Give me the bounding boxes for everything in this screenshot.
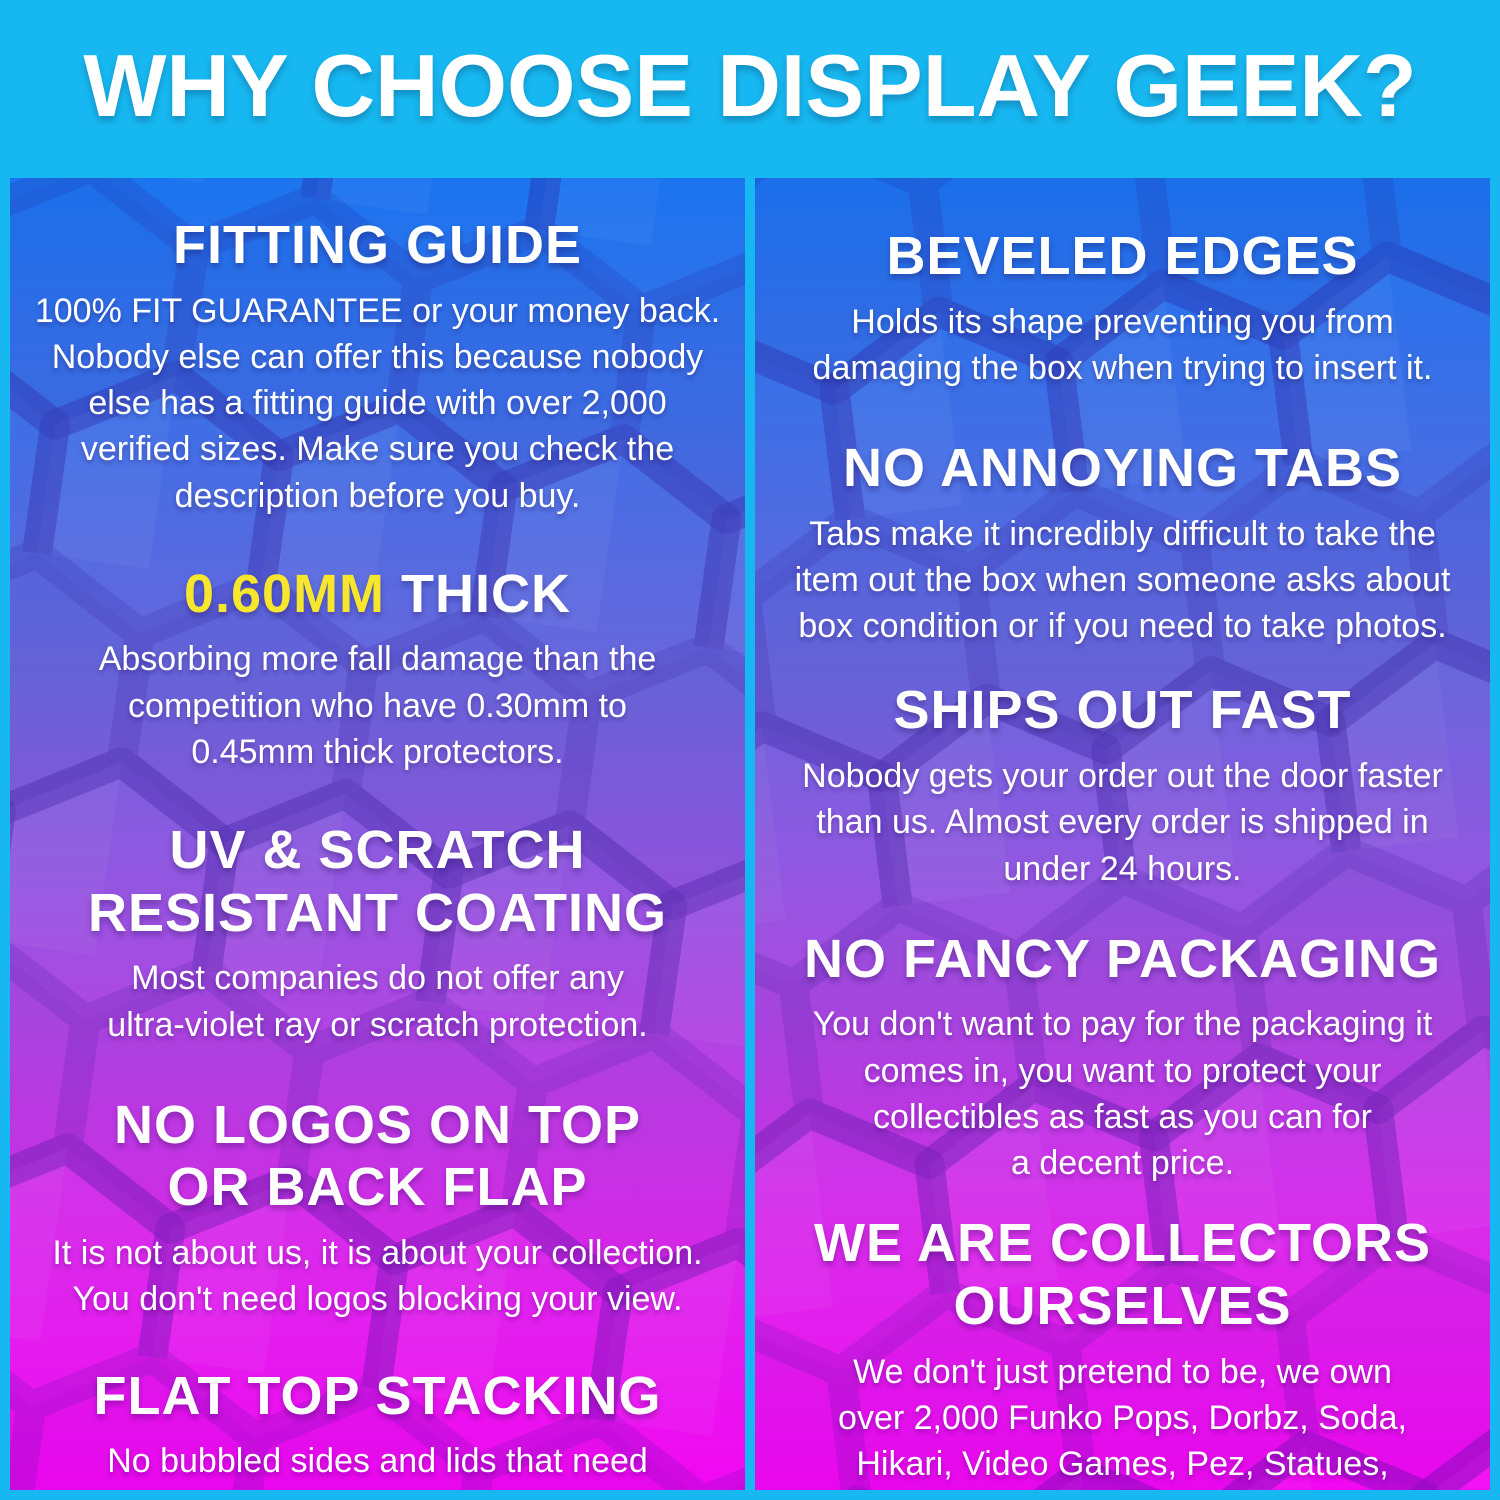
left-panel: FITTING GUIDE 100% FIT GUARANTEE or your… — [10, 178, 745, 1490]
section-heading: BEVELED EDGES — [886, 226, 1359, 286]
section-heading: UV & SCRATCH RESISTANT COATING — [88, 820, 667, 943]
section-ships-out-fast: SHIPS OUT FAST Nobody gets your order ou… — [759, 679, 1486, 891]
section-thickness: 0.60MM THICK Absorbing more fall damage … — [14, 563, 741, 775]
section-flat-top-stacking: FLAT TOP STACKING No bubbled sides and l… — [14, 1365, 741, 1490]
hexagon-pattern-overlay — [10, 178, 745, 1490]
section-heading: NO FANCY PACKAGING — [803, 928, 1442, 989]
section-heading: NO LOGOS ON TOP OR BACK FLAP — [113, 1094, 642, 1218]
section-heading: FITTING GUIDE — [173, 215, 582, 275]
left-panel-content: FITTING GUIDE 100% FIT GUARANTEE or your… — [10, 178, 745, 1490]
section-body: Nobody gets your order out the door fast… — [802, 757, 1443, 888]
section-heading: FLAT TOP STACKING — [93, 1365, 662, 1426]
section-fitting-guide: FITTING GUIDE 100% FIT GUARANTEE or your… — [14, 214, 741, 519]
right-panel-content: BEVELED EDGES Holds its shape preventing… — [755, 178, 1490, 1490]
section-heading: WE ARE COLLECTORS OURSELVES — [813, 1213, 1431, 1336]
section-no-fancy-packaging: NO FANCY PACKAGING You don't want to pay… — [759, 928, 1486, 1187]
section-body: Tabs make it incredibly difficult to tak… — [794, 514, 1451, 646]
section-body: It is not about us, it is about your col… — [52, 1234, 703, 1319]
section-beveled-edges: BEVELED EDGES Holds its shape preventing… — [759, 225, 1486, 391]
section-no-annoying-tabs: NO ANNOYING TABS Tabs make it incredibly… — [759, 437, 1486, 649]
right-panel: BEVELED EDGES Holds its shape preventing… — [755, 178, 1490, 1490]
section-heading: SHIPS OUT FAST — [893, 680, 1352, 741]
section-no-logos: NO LOGOS ON TOP OR BACK FLAP It is not a… — [14, 1094, 741, 1323]
page-title: WHY CHOOSE DISPLAY GEEK? — [83, 36, 1417, 135]
hexagon-pattern-overlay — [755, 178, 1490, 1490]
section-body: Most companies do not offer any ultra-vi… — [107, 959, 648, 1044]
heading-highlight: 0.60MM — [183, 563, 386, 624]
section-body: Holds its shape preventing you from dama… — [812, 302, 1433, 387]
section-we-are-collectors: WE ARE COLLECTORS OURSELVES We don't jus… — [759, 1212, 1486, 1490]
section-body: We don't just pretend to be, we own over… — [838, 1352, 1407, 1484]
section-body: No bubbled sides and lids that need resh… — [107, 1442, 648, 1490]
section-uv-scratch-coating: UV & SCRATCH RESISTANT COATING Most comp… — [14, 819, 741, 1048]
section-body: Absorbing more fall damage than the comp… — [98, 640, 657, 771]
section-body: 100% FIT GUARANTEE or your money back. N… — [34, 291, 721, 515]
section-heading: NO ANNOYING TABS — [842, 438, 1402, 499]
section-heading: 0.60MM THICK — [14, 563, 741, 626]
section-body: You don't want to pay for the packaging … — [812, 1005, 1433, 1183]
heading-rest: THICK — [385, 563, 572, 624]
